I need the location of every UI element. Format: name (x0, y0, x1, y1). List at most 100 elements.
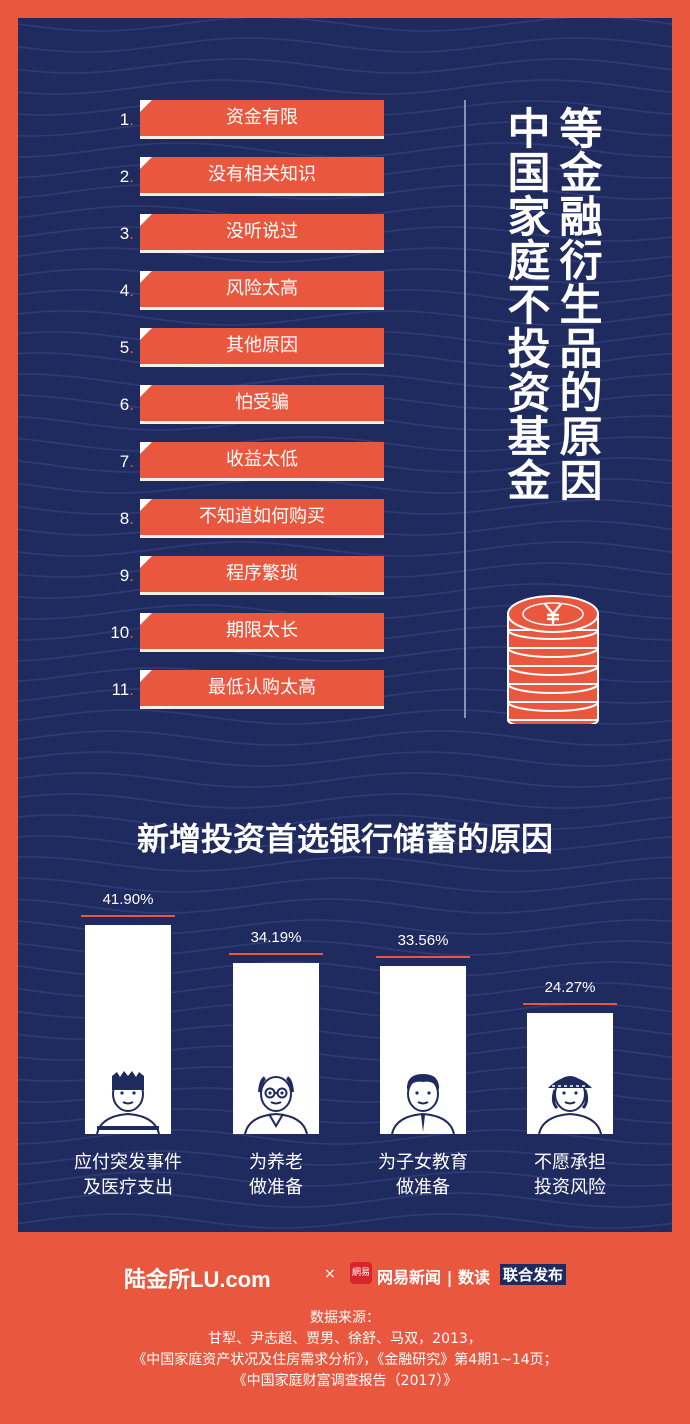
rank-item-label: 不知道如何购买 (140, 499, 384, 535)
bar-value-label: 24.27% (544, 978, 596, 996)
parent-man-icon (391, 1073, 455, 1134)
rank-item-label: 其他原因 (140, 328, 384, 364)
rank-dot: . (129, 566, 134, 585)
rank-dot: . (129, 509, 134, 528)
wave-line (18, 79, 672, 95)
rank-dot: . (129, 167, 134, 186)
bar-value-label: 41.90% (102, 890, 154, 908)
wave-line (18, 436, 672, 452)
joint-release-badge: 联合发布 (500, 1264, 567, 1285)
footer-logos: 陆金所LU.com × 網易 网易新闻 | 数读 联合发布 (0, 1262, 690, 1292)
wave-line (18, 1171, 672, 1187)
source-title: 数据来源： (310, 1310, 380, 1326)
bar (380, 966, 466, 1134)
netease-news-name: 网易新闻 | 数读 (377, 1268, 490, 1287)
bar (85, 924, 171, 1134)
coin-rim (522, 602, 584, 626)
rank-item-label: 程序繁琐 (140, 556, 384, 592)
bar-category-line-2: 做准备 (249, 1177, 303, 1198)
bar-value-label: 33.56% (397, 932, 449, 950)
bar-column: 41.90% (81, 890, 175, 1134)
bar-cap-line (376, 956, 470, 959)
rank-number: 6. (88, 395, 134, 415)
bar-category-line-2: 及医疗支出 (83, 1177, 173, 1198)
rank-dot: . (129, 281, 134, 300)
wave-line (18, 478, 672, 494)
divider-line (464, 100, 466, 718)
bar-cap-line (523, 1002, 617, 1005)
rank-number: 3. (88, 224, 134, 244)
wave-line (18, 772, 672, 788)
wave-line (18, 373, 672, 389)
wave-line (18, 856, 672, 872)
rank-item-label: 没听说过 (140, 214, 384, 250)
bar-category-line-1: 应付突发事件 (74, 1152, 182, 1173)
wave-line (18, 1129, 672, 1145)
rank-number-value: 7 (119, 452, 130, 471)
rank-dot: . (129, 680, 134, 699)
ranking-title-column-2: 等金融衍生品的原因 (552, 106, 602, 502)
bar-value-label: 34.19% (250, 929, 302, 947)
rank-number-value: 9 (119, 566, 130, 585)
netease-news-icon: 網易 (350, 1262, 372, 1284)
wave-line (18, 247, 672, 263)
rank-number: 2. (88, 167, 134, 187)
wave-line (18, 835, 672, 851)
bar-category-line-1: 为养老 (249, 1152, 303, 1173)
rank-number: 1. (88, 110, 134, 130)
wave-line (18, 1150, 672, 1166)
bar-category-label: 不愿承担 投资风险 (490, 1150, 650, 1200)
bar-category-line-2: 投资风险 (534, 1177, 606, 1198)
elderly-man-icon (244, 1075, 308, 1134)
rank-number: 7. (88, 452, 134, 472)
rank-number: 10. (88, 623, 134, 643)
wave-line (18, 793, 672, 809)
data-sources: 数据来源： 甘犁、尹志超、贾男、徐舒、马双，2013， 《中国家庭资产状况及住房… (0, 1308, 690, 1392)
rank-number: 5. (88, 338, 134, 358)
bar-category-line-1: 为子女教育 (378, 1152, 468, 1173)
young-man-icon (96, 1071, 160, 1134)
bar (527, 1012, 613, 1134)
rank-item-label: 没有相关知识 (140, 157, 384, 193)
wave-line (18, 583, 672, 599)
rank-number: 11. (88, 680, 134, 700)
rank-number: 4. (88, 281, 134, 301)
times-sign: × (324, 1266, 336, 1282)
rank-dot: . (129, 395, 134, 414)
rank-number-value: 2 (119, 167, 130, 186)
rank-number-value: 10 (110, 623, 130, 642)
rank-dot: . (129, 110, 134, 129)
rank-number: 9. (88, 566, 134, 586)
wave-line (18, 58, 672, 74)
wave-line (18, 814, 672, 830)
bar-cap-line (229, 953, 323, 956)
wave-line (18, 1192, 672, 1208)
bar-category-line-2: 做准备 (396, 1177, 450, 1198)
bar-category-label: 应付突发事件 及医疗支出 (48, 1150, 208, 1200)
bar-column: 34.19% (229, 929, 323, 1134)
ranking-title-column-1: 中国家庭不投资基金 (500, 106, 550, 502)
infographic-panel: 1. 资金有限 2. 没有相关知识 3. 没听说过 4. 风险太高 5. 其他原因 6. 怕受骗 7. 收… (18, 18, 672, 1232)
rank-number-value: 8 (119, 509, 130, 528)
wave-line (18, 541, 672, 557)
bar-category-label: 为养老 做准备 (196, 1150, 356, 1200)
yuan-coin-stack-icon (507, 595, 599, 724)
wave-line (18, 184, 672, 200)
rank-number-value: 4 (119, 281, 130, 300)
source-line-3: 《中国家庭财富调查报告（2017）》 (232, 1373, 458, 1389)
rank-dot: . (129, 452, 134, 471)
rank-number-value: 6 (119, 395, 130, 414)
wave-line (18, 730, 672, 746)
bar-category-label: 为子女教育 做准备 (343, 1150, 503, 1200)
bar (233, 963, 319, 1134)
rank-item-label: 期限太长 (140, 613, 384, 649)
rank-item-label: 资金有限 (140, 100, 384, 136)
lufax-logo: 陆金所LU.com (124, 1267, 271, 1292)
rank-number-value: 1 (119, 110, 130, 129)
bar-category-line-1: 不愿承担 (534, 1152, 606, 1173)
bank-savings-title: 新增投资首选银行储蓄的原因 (136, 820, 553, 858)
wave-line (18, 877, 672, 893)
rank-number-value: 5 (119, 338, 130, 357)
yuan-sign (544, 603, 562, 624)
rank-dot: . (129, 623, 134, 642)
